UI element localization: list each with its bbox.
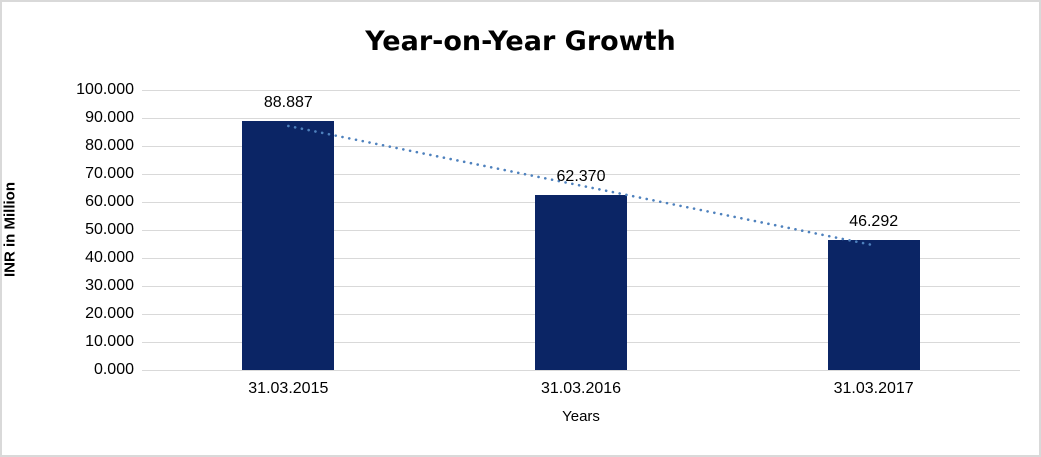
- gridline: [142, 369, 1020, 371]
- chart-title: Year-on-Year Growth: [365, 26, 676, 57]
- bar: [242, 121, 335, 370]
- x-category-label: 31.03.2016: [540, 380, 622, 397]
- y-tick-label: 50.000: [85, 221, 134, 238]
- y-tick-label: 60.000: [85, 193, 134, 210]
- x-category-label: 31.03.2015: [248, 380, 329, 397]
- bar: [827, 240, 920, 370]
- y-tick-label: 100.000: [76, 81, 134, 98]
- y-tick-label: 30.000: [85, 277, 134, 294]
- y-tick-label: 0.000: [93, 361, 134, 378]
- x-category-label: 31.03.2017: [833, 380, 914, 397]
- gridline: [142, 117, 1020, 119]
- y-tick-label: 90.000: [85, 109, 134, 126]
- gridline: [142, 89, 1020, 91]
- bar-value-label: 62.370: [556, 168, 606, 186]
- y-tick-label: 70.000: [85, 165, 134, 182]
- y-tick-label: 10.000: [85, 333, 134, 350]
- y-tick-label: 80.000: [85, 137, 134, 154]
- bar-value-label: 88.887: [263, 94, 313, 112]
- x-axis-title: Years: [562, 408, 600, 425]
- bar: [535, 195, 627, 370]
- y-tick-label: 20.000: [85, 305, 134, 322]
- y-tick-label: 40.000: [85, 249, 134, 266]
- bar-value-label: 46.292: [849, 213, 899, 231]
